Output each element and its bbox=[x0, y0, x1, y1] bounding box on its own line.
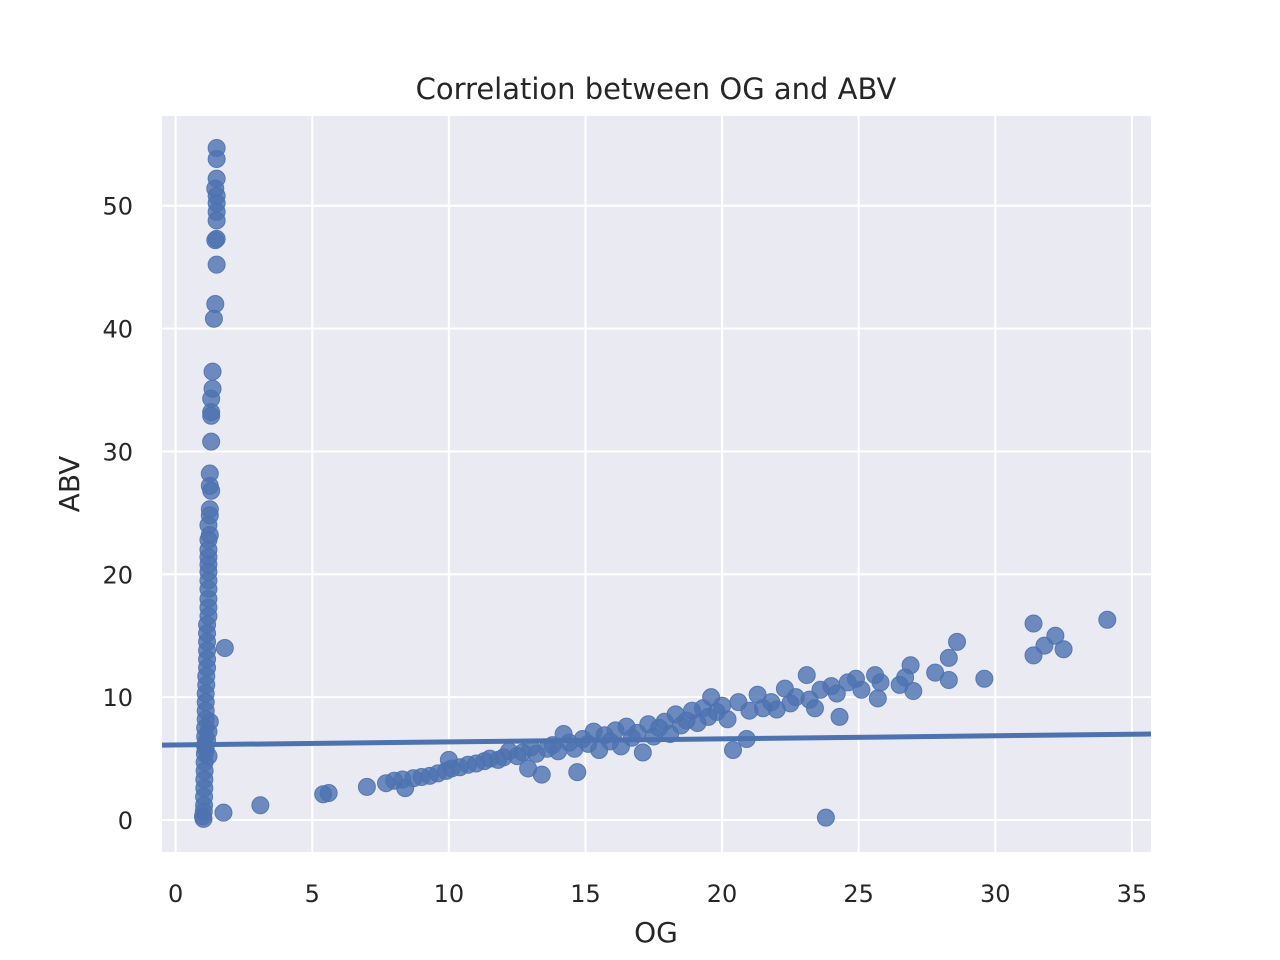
x-tick-label: 35 bbox=[1117, 880, 1148, 908]
data-point bbox=[202, 406, 221, 425]
grid bbox=[162, 116, 1151, 852]
data-point bbox=[319, 784, 338, 803]
data-point bbox=[532, 765, 551, 784]
data-point bbox=[797, 666, 816, 685]
data-point bbox=[568, 763, 587, 782]
x-tick-label: 0 bbox=[168, 880, 183, 908]
x-tick-label: 10 bbox=[434, 880, 465, 908]
x-tick-label: 25 bbox=[843, 880, 874, 908]
y-tick-label: 40 bbox=[102, 316, 133, 344]
data-point bbox=[827, 684, 846, 703]
x-tick-label: 30 bbox=[980, 880, 1011, 908]
y-tick-label: 30 bbox=[102, 438, 133, 466]
y-axis-label: ABV bbox=[53, 456, 86, 513]
y-tick-label: 10 bbox=[102, 684, 133, 712]
data-point bbox=[1098, 610, 1117, 629]
data-point bbox=[830, 707, 849, 726]
data-point bbox=[215, 639, 234, 658]
x-tick-label: 5 bbox=[305, 880, 320, 908]
y-tick-label: 20 bbox=[102, 561, 133, 589]
data-point bbox=[939, 648, 958, 667]
data-point bbox=[868, 689, 887, 708]
data-point bbox=[1046, 626, 1065, 645]
data-point bbox=[871, 673, 890, 692]
data-point bbox=[718, 710, 737, 729]
data-point bbox=[204, 309, 223, 328]
x-tick-label: 15 bbox=[570, 880, 601, 908]
regression-line bbox=[161, 731, 1152, 748]
data-point bbox=[1054, 640, 1073, 659]
data-point bbox=[202, 432, 221, 451]
data-point bbox=[816, 808, 835, 827]
data-point bbox=[939, 670, 958, 689]
regression-line-group bbox=[161, 731, 1152, 748]
x-axis-label: OG bbox=[634, 916, 678, 949]
data-point bbox=[852, 680, 871, 699]
x-axis-ticks: 0 5 10 15 20 25 30 35 bbox=[168, 880, 1147, 908]
data-point bbox=[723, 741, 742, 760]
y-tick-label: 0 bbox=[118, 807, 133, 835]
data-point bbox=[901, 656, 920, 675]
data-point bbox=[207, 150, 226, 169]
data-point bbox=[633, 743, 652, 762]
data-point bbox=[206, 231, 225, 250]
y-tick-label: 50 bbox=[102, 193, 133, 221]
data-point bbox=[194, 809, 213, 828]
data-point bbox=[251, 796, 270, 815]
data-point bbox=[805, 699, 824, 718]
data-point bbox=[200, 712, 219, 731]
x-tick-label: 20 bbox=[707, 880, 738, 908]
data-point bbox=[975, 669, 994, 688]
data-point bbox=[904, 682, 923, 701]
scatter-points bbox=[193, 138, 1117, 828]
data-point bbox=[1024, 614, 1043, 633]
data-point bbox=[203, 362, 222, 381]
data-point bbox=[202, 481, 221, 500]
chart-title: Correlation between OG and ABV bbox=[416, 72, 897, 106]
data-point bbox=[214, 803, 233, 822]
data-point bbox=[207, 255, 226, 274]
data-point bbox=[948, 632, 967, 651]
y-axis-ticks: 0 10 20 30 40 50 bbox=[102, 193, 133, 835]
data-point bbox=[357, 777, 376, 796]
data-point bbox=[207, 211, 226, 230]
